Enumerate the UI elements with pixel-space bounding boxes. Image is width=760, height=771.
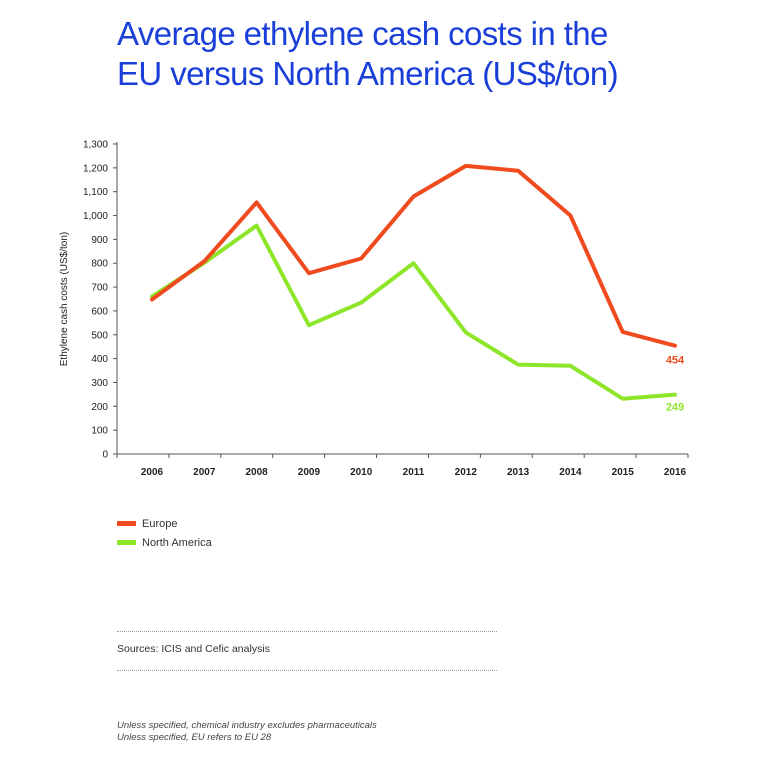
- y-tick-label: 1,100: [83, 187, 108, 198]
- divider-top: [117, 631, 497, 632]
- x-tick-label: 2013: [507, 467, 530, 478]
- x-tick-label: 2007: [193, 467, 216, 478]
- chart-end-labels: 249 454: [666, 355, 685, 414]
- footnote-2: Unless specified, EU refers to EU 28: [117, 732, 272, 743]
- legend-swatch-europe: [117, 521, 136, 526]
- y-tick-label: 1,200: [83, 163, 108, 174]
- y-tick-label: 200: [91, 402, 108, 413]
- footnote-1: Unless specified, chemical industry excl…: [117, 720, 377, 731]
- divider-bottom: [117, 670, 497, 671]
- chart-series: [150, 163, 677, 401]
- x-tick-label: 2014: [559, 467, 582, 478]
- y-tick-label: 300: [91, 378, 108, 389]
- y-tick-label: 1,300: [83, 140, 108, 151]
- y-tick-label: 900: [91, 235, 108, 246]
- y-axis-label: Ethylene cash costs (US$/ton): [59, 232, 70, 367]
- chart-title-line-2: EU versus North America (US$/ton): [117, 55, 619, 92]
- x-tick-label: 2016: [664, 467, 687, 478]
- legend-item-europe: Europe: [117, 514, 212, 533]
- chart-title: Average ethylene cash costs in the EU ve…: [117, 14, 737, 94]
- chart-legend: Europe North America: [117, 514, 212, 552]
- legend-swatch-north-america: [117, 540, 136, 545]
- x-tick-label: 2010: [350, 467, 373, 478]
- y-tick-label: 1,000: [83, 211, 108, 222]
- legend-label-north-america: North America: [142, 536, 212, 549]
- x-axis-ticks: 2006 2007 2008 2009 2010 2011 2012 2013 2014 2015…: [116, 454, 689, 478]
- y-axis-ticks: 0 100 200 300 400 500 600 700 800 900 1,000 1,100 1,…: [83, 140, 117, 461]
- x-tick-label: 2012: [455, 467, 478, 478]
- y-tick-label: 700: [91, 283, 108, 294]
- legend-item-north-america: North America: [117, 533, 212, 552]
- x-tick-label: 2006: [141, 467, 164, 478]
- y-tick-label: 800: [91, 259, 108, 270]
- chart-title-line-1: Average ethylene cash costs in the: [117, 15, 608, 52]
- legend-label-europe: Europe: [142, 517, 178, 530]
- y-tick-label: 600: [91, 306, 108, 317]
- end-label-north-america: 249: [666, 402, 684, 414]
- end-label-europe: 454: [666, 355, 685, 367]
- x-tick-label: 2011: [403, 467, 425, 478]
- series-line-europe: [150, 163, 677, 348]
- y-tick-label: 500: [91, 330, 108, 341]
- line-chart: Ethylene cash costs (US$/ton) 0 100 200 300…: [59, 140, 689, 478]
- footnotes: Unless specified, chemical industry excl…: [117, 720, 377, 744]
- y-tick-label: 0: [102, 450, 108, 461]
- x-tick-label: 2009: [298, 467, 321, 478]
- x-tick-label: 2008: [245, 467, 268, 478]
- y-tick-label: 400: [91, 354, 108, 365]
- sources-note: Sources: ICIS and Cefic analysis: [117, 643, 270, 655]
- chart-axes: Ethylene cash costs (US$/ton): [59, 142, 688, 455]
- x-tick-label: 2015: [612, 467, 635, 478]
- series-line-north-america: [150, 223, 677, 401]
- y-tick-label: 100: [91, 426, 108, 437]
